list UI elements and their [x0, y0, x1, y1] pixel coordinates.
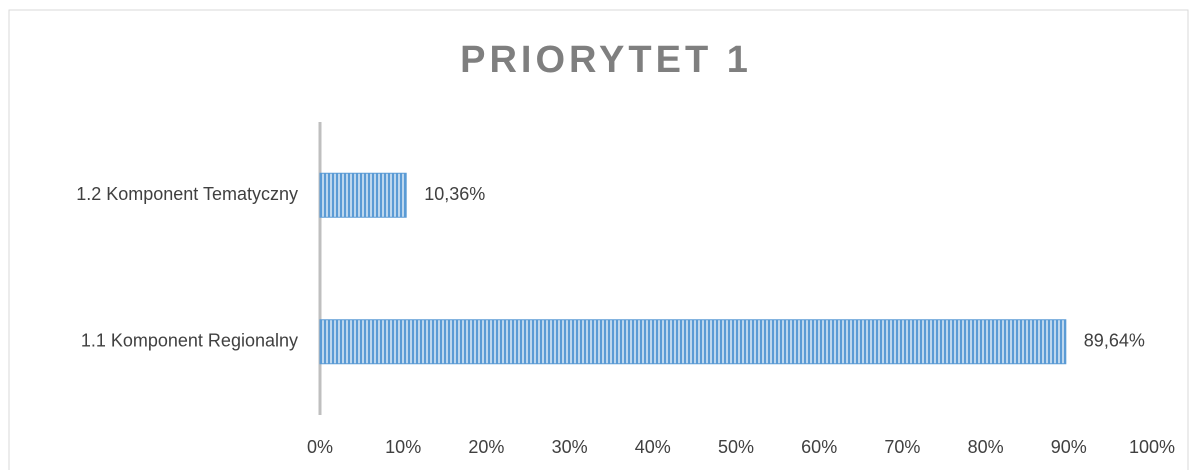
x-tick-label: 30% [552, 437, 588, 457]
x-tick-label: 80% [968, 437, 1004, 457]
x-tick-label: 90% [1051, 437, 1087, 457]
x-tick-label: 20% [468, 437, 504, 457]
bar [319, 319, 1067, 365]
y-tick-label: 1.2 Komponent Tematyczny [76, 184, 298, 204]
y-tick-label: 1.1 Komponent Regionalny [81, 331, 298, 351]
x-tick-label: 50% [718, 437, 754, 457]
x-tick-label: 70% [884, 437, 920, 457]
data-label: 10,36% [424, 184, 485, 204]
x-tick-label: 40% [635, 437, 671, 457]
x-tick-label: 100% [1129, 437, 1175, 457]
x-tick-label: 60% [801, 437, 837, 457]
chart-border [8, 9, 1189, 470]
x-tick-label: 10% [385, 437, 421, 457]
data-label: 89,64% [1084, 331, 1145, 351]
chart-title: PRIORYTET 1 [460, 39, 752, 81]
bar [319, 172, 407, 218]
x-tick-label: 0% [307, 437, 333, 457]
